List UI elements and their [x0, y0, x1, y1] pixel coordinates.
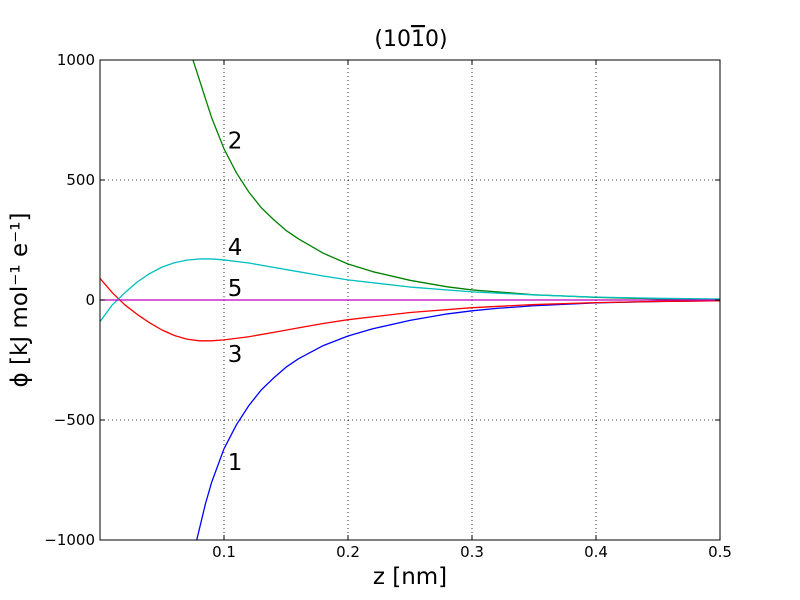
x-tick-label: 0.2 [336, 543, 360, 561]
curve-label-3: 3 [228, 342, 243, 368]
series-line-3 [100, 277, 720, 342]
plot-area: 0.1 0.2 0.3 0.4 0.5 −1000 −500 0 500 1000 1 2 3 4 5 [44, 51, 732, 561]
x-tick-label: 0.5 [708, 543, 732, 561]
y-tick-label: −500 [54, 411, 95, 429]
y-tick-label: 0 [85, 291, 95, 309]
curve-label-1: 1 [228, 450, 243, 476]
series-line-2 [192, 60, 720, 301]
y-tick-label: −1000 [44, 531, 95, 549]
series-group [100, 60, 720, 540]
curve-label-2: 2 [228, 128, 243, 154]
series-line-1 [196, 300, 720, 540]
x-tick-label: 0.4 [584, 543, 608, 561]
curve-label-5: 5 [228, 276, 243, 302]
x-tick-label: 0.3 [460, 543, 484, 561]
y-tick-label: 500 [66, 171, 95, 189]
curve-label-4: 4 [228, 235, 243, 261]
y-tick-label: 1000 [57, 51, 95, 69]
x-tick-label: 0.1 [212, 543, 236, 561]
y-axis-label: ϕ [kJ mol⁻¹ e⁻¹] [7, 213, 33, 388]
title-overbar-digit: 1 [411, 27, 425, 52]
series-line-4 [100, 258, 720, 322]
x-axis-label: z [nm] [373, 564, 447, 590]
chart-title: (1010) [374, 27, 447, 52]
